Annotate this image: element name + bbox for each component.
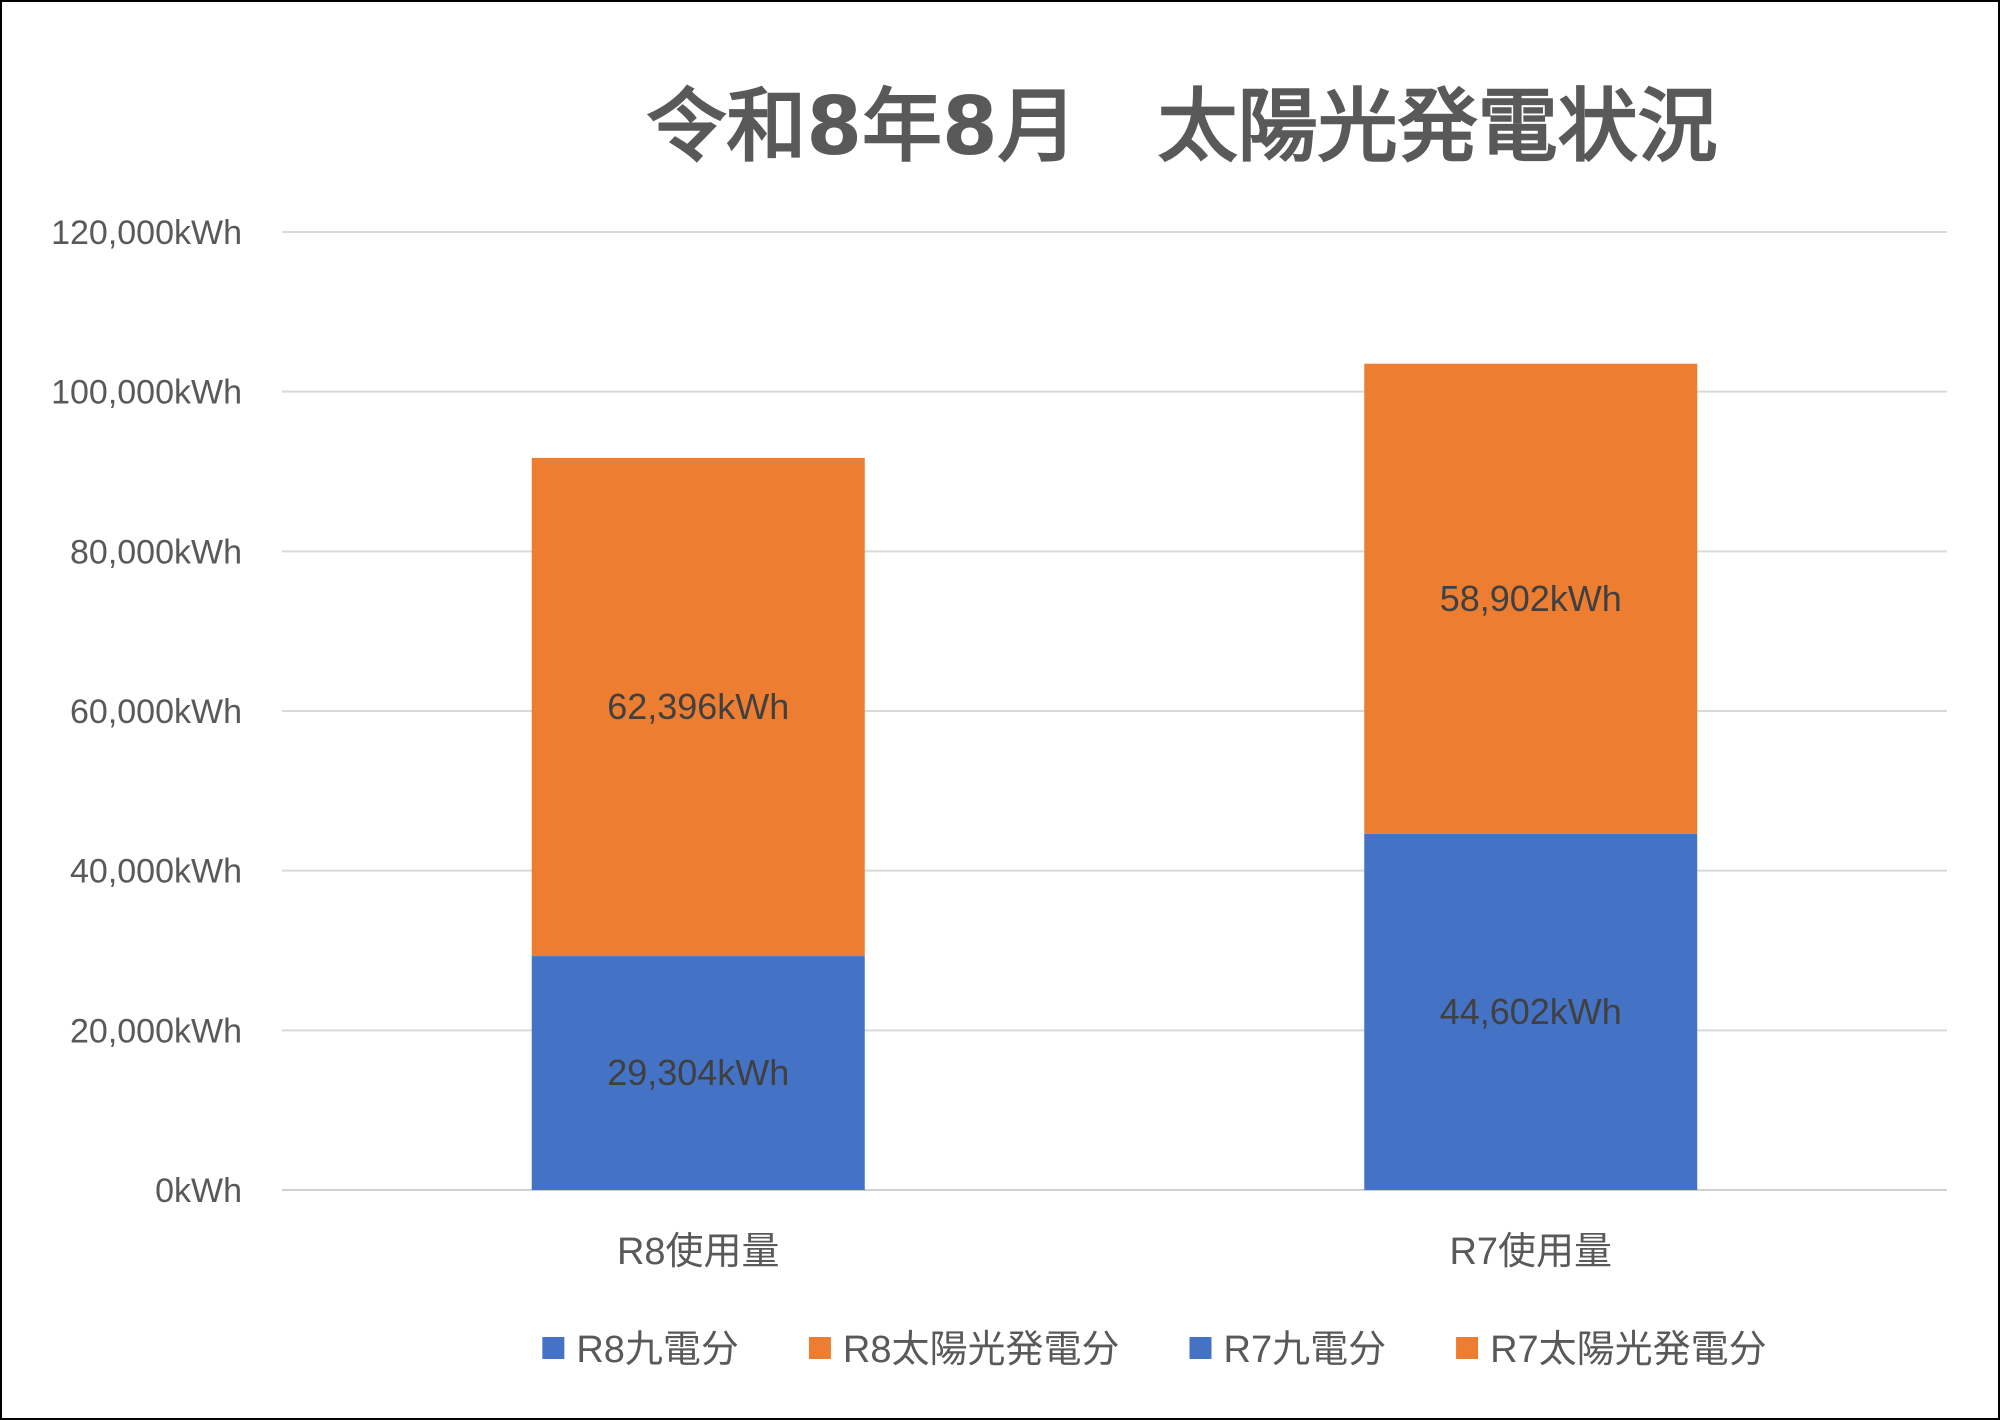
- legend-item: R7太陽光発電分: [1456, 1329, 1767, 1371]
- legend-swatch: [808, 1337, 831, 1359]
- bar-segment: [531, 956, 865, 1190]
- legend: R8九電分 R8太陽光発電分 R7九電分 R7太陽光発電分: [542, 1329, 1767, 1371]
- data-labels: 29,304kWh 62,396kWh 44,602kWh 58,902kWh: [607, 578, 1622, 1093]
- y-tick-label: 0kWh: [155, 1172, 242, 1210]
- y-axis: 0kWh 20,000kWh 40,000kWh 60,000kWh 80,000kWh…: [51, 214, 242, 1210]
- legend-label: R8九電分: [576, 1329, 739, 1371]
- data-label: 58,902kWh: [1440, 578, 1622, 619]
- data-label: 29,304kWh: [607, 1052, 789, 1093]
- y-tick-label: 80,000kWh: [70, 533, 242, 571]
- bars: [531, 363, 1698, 1190]
- bar-segment: [1364, 833, 1698, 1190]
- x-category-label: R8使用量: [617, 1231, 780, 1273]
- bar-segment: [531, 457, 865, 957]
- legend-item: R8九電分: [542, 1329, 739, 1371]
- chart-title: 令和8年8月 太陽光発電状況: [646, 80, 1717, 173]
- x-axis: R8使用量 R7使用量: [617, 1231, 1612, 1273]
- y-tick-label: 60,000kWh: [70, 693, 242, 731]
- legend-swatch: [542, 1337, 565, 1359]
- legend-swatch: [1189, 1337, 1212, 1359]
- y-tick-label: 20,000kWh: [70, 1012, 242, 1050]
- legend-label: R7太陽光発電分: [1490, 1329, 1767, 1371]
- data-label: 44,602kWh: [1440, 991, 1622, 1032]
- legend-item: R8太陽光発電分: [808, 1329, 1120, 1371]
- y-tick-label: 120,000kWh: [51, 214, 242, 252]
- y-tick-label: 40,000kWh: [70, 853, 242, 891]
- legend-item: R7九電分: [1189, 1329, 1387, 1371]
- y-tick-label: 100,000kWh: [51, 374, 242, 412]
- bar-segment: [1364, 363, 1698, 834]
- x-category-label: R7使用量: [1449, 1231, 1612, 1273]
- legend-label: R7九電分: [1224, 1329, 1387, 1371]
- data-label: 62,396kWh: [607, 686, 789, 727]
- legend-label: R8太陽光発電分: [843, 1329, 1120, 1371]
- legend-swatch: [1456, 1337, 1479, 1359]
